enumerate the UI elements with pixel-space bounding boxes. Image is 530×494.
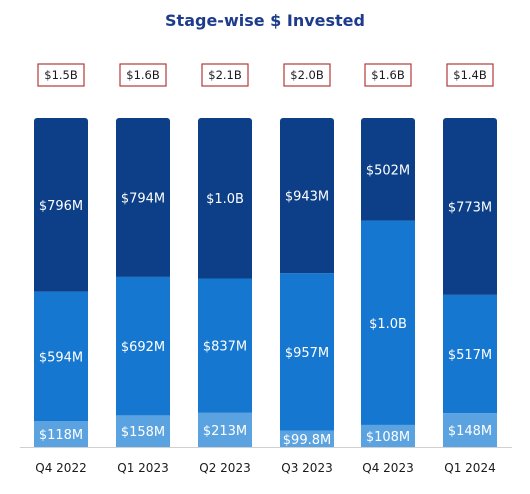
- segment-label: $837M: [203, 340, 247, 355]
- bar-segment: [280, 118, 334, 274]
- segment-label: $502M: [366, 163, 410, 178]
- total-label: $1.4B: [453, 68, 487, 82]
- x-tick-label: Q1 2024: [444, 461, 495, 475]
- bar-segment: [443, 294, 497, 414]
- segment-label: $158M: [121, 425, 165, 440]
- total-label: $1.5B: [44, 68, 78, 82]
- bar-segment: [198, 412, 252, 447]
- x-tick-label: Q1 2023: [117, 461, 168, 475]
- x-tick-label: Q3 2023: [281, 461, 332, 475]
- total-label: $1.6B: [126, 68, 160, 82]
- bar-segment: [280, 273, 334, 431]
- bar-segment: [34, 421, 88, 447]
- total-label: $1.6B: [371, 68, 405, 82]
- segment-label: $943M: [285, 190, 329, 205]
- bar-segment: [198, 278, 252, 413]
- segment-label: $957M: [285, 346, 329, 361]
- segment-label: $796M: [39, 199, 83, 214]
- segment-label: $148M: [448, 424, 492, 439]
- total-box: [119, 63, 167, 87]
- total-box: [364, 63, 412, 87]
- segment-label: $1.0B: [369, 317, 407, 332]
- segment-label: $594M: [39, 350, 83, 365]
- segment-label: $118M: [39, 428, 83, 443]
- total-label: $2.0B: [290, 68, 324, 82]
- total-box: [283, 63, 331, 87]
- bar-segment: [443, 413, 497, 447]
- total-box: [446, 63, 494, 87]
- bar-segment: [198, 118, 252, 279]
- bar-segment: [116, 415, 170, 447]
- bar-segment: [361, 424, 415, 447]
- bar-segment: [361, 220, 415, 425]
- x-tick-label: Q2 2023: [199, 461, 250, 475]
- segment-label: $517M: [448, 348, 492, 363]
- bar-segment: [34, 118, 88, 292]
- bar-segment: [34, 291, 88, 422]
- segment-label: $794M: [121, 191, 165, 206]
- bar-segment: [116, 118, 170, 277]
- bar-segment: [280, 430, 334, 447]
- chart-title: Stage-wise $ Invested: [165, 11, 365, 30]
- total-label: $2.1B: [208, 68, 242, 82]
- segment-label: $108M: [366, 430, 410, 445]
- total-box: [37, 63, 85, 87]
- segment-label: $213M: [203, 424, 247, 439]
- x-tick-label: Q4 2022: [35, 461, 86, 475]
- bar-segment: [443, 118, 497, 295]
- segment-label: $692M: [121, 340, 165, 355]
- segment-label: $1.0B: [206, 192, 244, 207]
- x-tick-label: Q4 2023: [362, 461, 413, 475]
- bar-segment: [361, 118, 415, 221]
- bar-segment: [116, 276, 170, 416]
- segment-label: $773M: [448, 200, 492, 215]
- total-box: [201, 63, 249, 87]
- segment-label: $99.8M: [283, 433, 331, 448]
